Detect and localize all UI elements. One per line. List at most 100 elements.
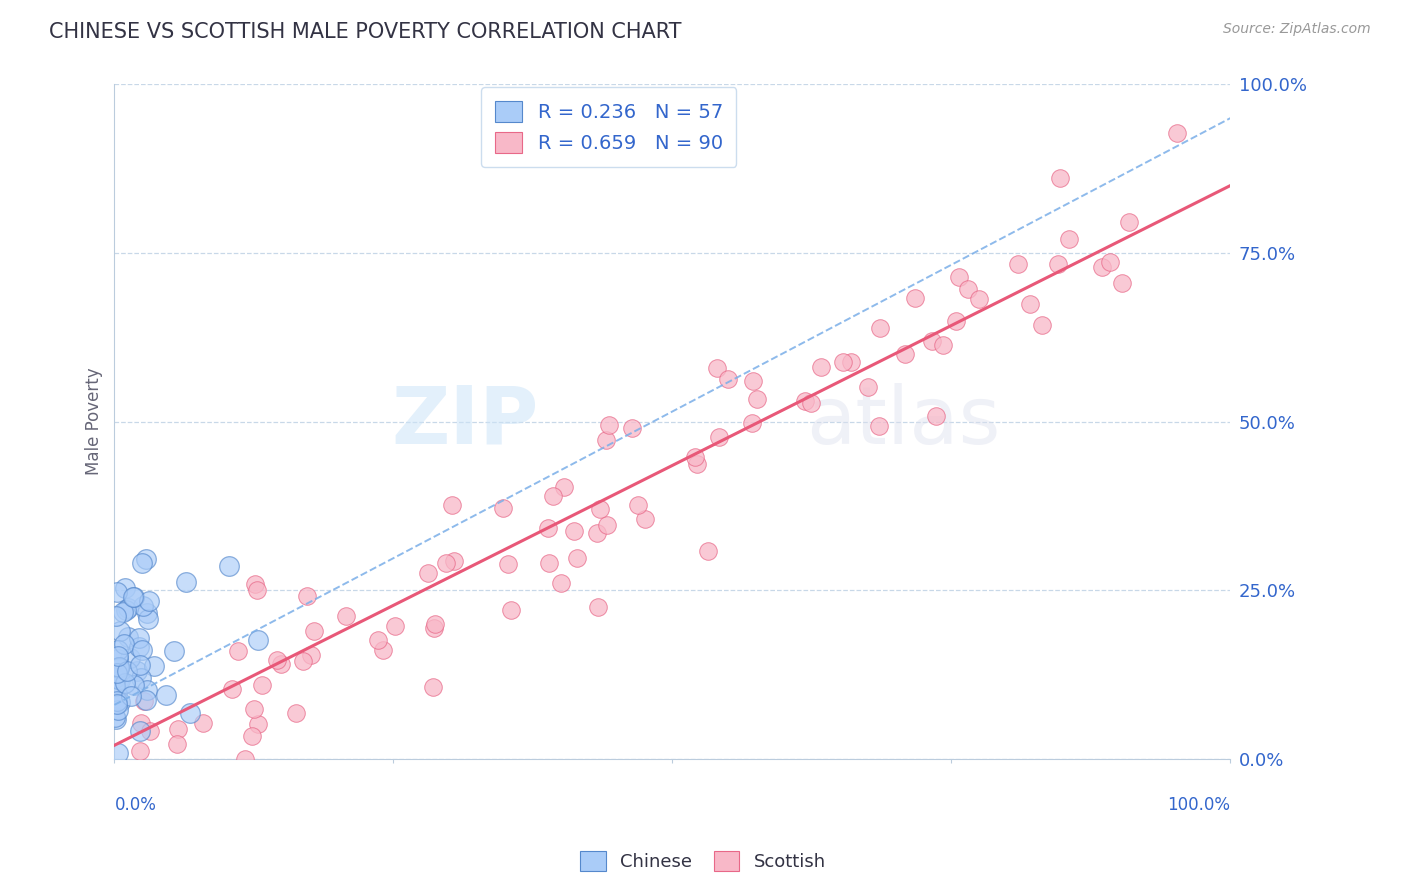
Point: [741, 416, 763, 430]
Point: [108, 659, 131, 673]
Point: [104, 671, 127, 685]
Point: [562, 524, 585, 539]
Point: [111, 605, 134, 619]
Point: [135, 552, 157, 566]
Point: [596, 518, 619, 533]
Point: [191, 716, 214, 731]
Point: [243, 577, 266, 591]
Text: CHINESE VS SCOTTISH MALE POVERTY CORRELATION CHART: CHINESE VS SCOTTISH MALE POVERTY CORRELA…: [49, 22, 682, 42]
Point: [117, 601, 139, 615]
Point: [706, 361, 728, 376]
Point: [117, 630, 139, 644]
Point: [114, 675, 136, 690]
Point: [793, 394, 815, 409]
Point: [121, 591, 143, 605]
Point: [384, 619, 406, 633]
Point: [112, 636, 135, 650]
Point: [246, 583, 269, 598]
Point: [499, 603, 522, 617]
Point: [131, 642, 153, 657]
Point: [115, 665, 138, 679]
Point: [299, 648, 322, 662]
Point: [550, 575, 572, 590]
Point: [108, 660, 131, 674]
Point: [240, 729, 263, 743]
Point: [945, 314, 967, 328]
Point: [114, 581, 136, 595]
Point: [110, 695, 132, 709]
Point: [422, 621, 444, 635]
Point: [956, 282, 979, 296]
Point: [967, 292, 990, 306]
Point: [129, 723, 152, 738]
Point: [1057, 232, 1080, 246]
Point: [868, 419, 890, 434]
Point: [537, 521, 560, 535]
Text: atlas: atlas: [806, 383, 1001, 460]
Point: [443, 554, 465, 568]
Point: [105, 697, 128, 711]
Y-axis label: Male Poverty: Male Poverty: [86, 368, 103, 475]
Point: [747, 392, 769, 406]
Point: [598, 417, 620, 432]
Point: [422, 680, 444, 694]
Point: [932, 338, 955, 352]
Point: [621, 421, 644, 435]
Text: ZIP: ZIP: [391, 383, 538, 460]
Point: [125, 664, 148, 678]
Point: [709, 430, 731, 444]
Point: [1111, 276, 1133, 290]
Point: [246, 632, 269, 647]
Point: [131, 671, 153, 685]
Point: [122, 590, 145, 604]
Point: [858, 379, 880, 393]
Point: [302, 624, 325, 638]
Point: [1007, 256, 1029, 270]
Point: [741, 374, 763, 388]
Point: [585, 526, 607, 541]
Point: [1049, 170, 1071, 185]
Point: [174, 574, 197, 589]
Point: [297, 589, 319, 603]
Point: [373, 643, 395, 657]
Point: [226, 644, 249, 658]
Point: [135, 693, 157, 707]
Point: [221, 682, 243, 697]
Point: [252, 678, 274, 692]
Point: [247, 717, 270, 731]
Point: [717, 372, 740, 386]
Legend: Chinese, Scottish: Chinese, Scottish: [574, 844, 832, 879]
Point: [136, 682, 159, 697]
Point: [925, 409, 948, 424]
Point: [436, 556, 458, 570]
Text: Source: ZipAtlas.com: Source: ZipAtlas.com: [1223, 22, 1371, 37]
Point: [129, 744, 152, 758]
Point: [335, 609, 357, 624]
Point: [105, 584, 128, 599]
Legend: R = 0.236   N = 57, R = 0.659   N = 90: R = 0.236 N = 57, R = 0.659 N = 90: [481, 87, 737, 167]
Point: [242, 702, 264, 716]
Point: [948, 270, 970, 285]
Point: [696, 544, 718, 558]
Point: [1118, 214, 1140, 228]
Point: [810, 360, 832, 375]
Point: [179, 706, 201, 720]
Point: [589, 502, 612, 516]
Point: [166, 723, 188, 737]
Point: [139, 723, 162, 738]
Point: [138, 594, 160, 608]
Point: [142, 658, 165, 673]
Point: [105, 694, 128, 708]
Point: [108, 624, 131, 638]
Point: [136, 612, 159, 626]
Point: [553, 480, 575, 494]
Point: [839, 354, 862, 368]
Point: [115, 602, 138, 616]
Point: [105, 609, 128, 624]
Point: [166, 738, 188, 752]
Point: [107, 643, 129, 657]
Point: [595, 433, 617, 447]
Point: [1019, 297, 1042, 311]
Point: [1099, 255, 1122, 269]
Point: [104, 679, 127, 693]
